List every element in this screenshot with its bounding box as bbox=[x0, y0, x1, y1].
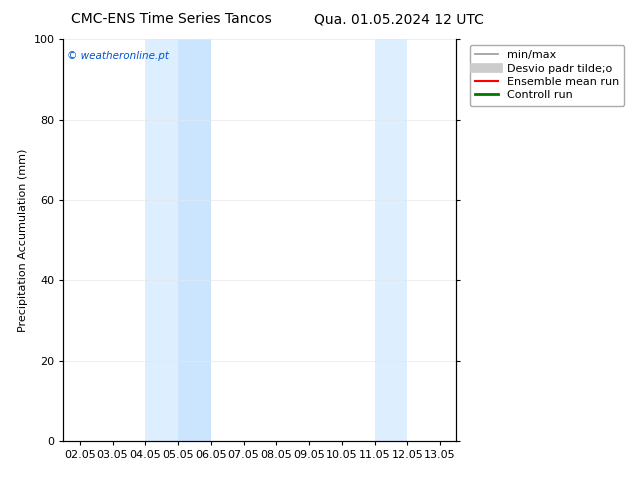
Bar bbox=[145, 39, 178, 441]
Text: Qua. 01.05.2024 12 UTC: Qua. 01.05.2024 12 UTC bbox=[314, 12, 484, 26]
Bar bbox=[178, 39, 210, 441]
Y-axis label: Precipitation Accumulation (mm): Precipitation Accumulation (mm) bbox=[18, 148, 28, 332]
Text: © weatheronline.pt: © weatheronline.pt bbox=[67, 51, 169, 61]
Bar bbox=[375, 39, 407, 441]
Legend: min/max, Desvio padr tilde;o, Ensemble mean run, Controll run: min/max, Desvio padr tilde;o, Ensemble m… bbox=[470, 45, 624, 106]
Text: CMC-ENS Time Series Tancos: CMC-ENS Time Series Tancos bbox=[71, 12, 271, 26]
